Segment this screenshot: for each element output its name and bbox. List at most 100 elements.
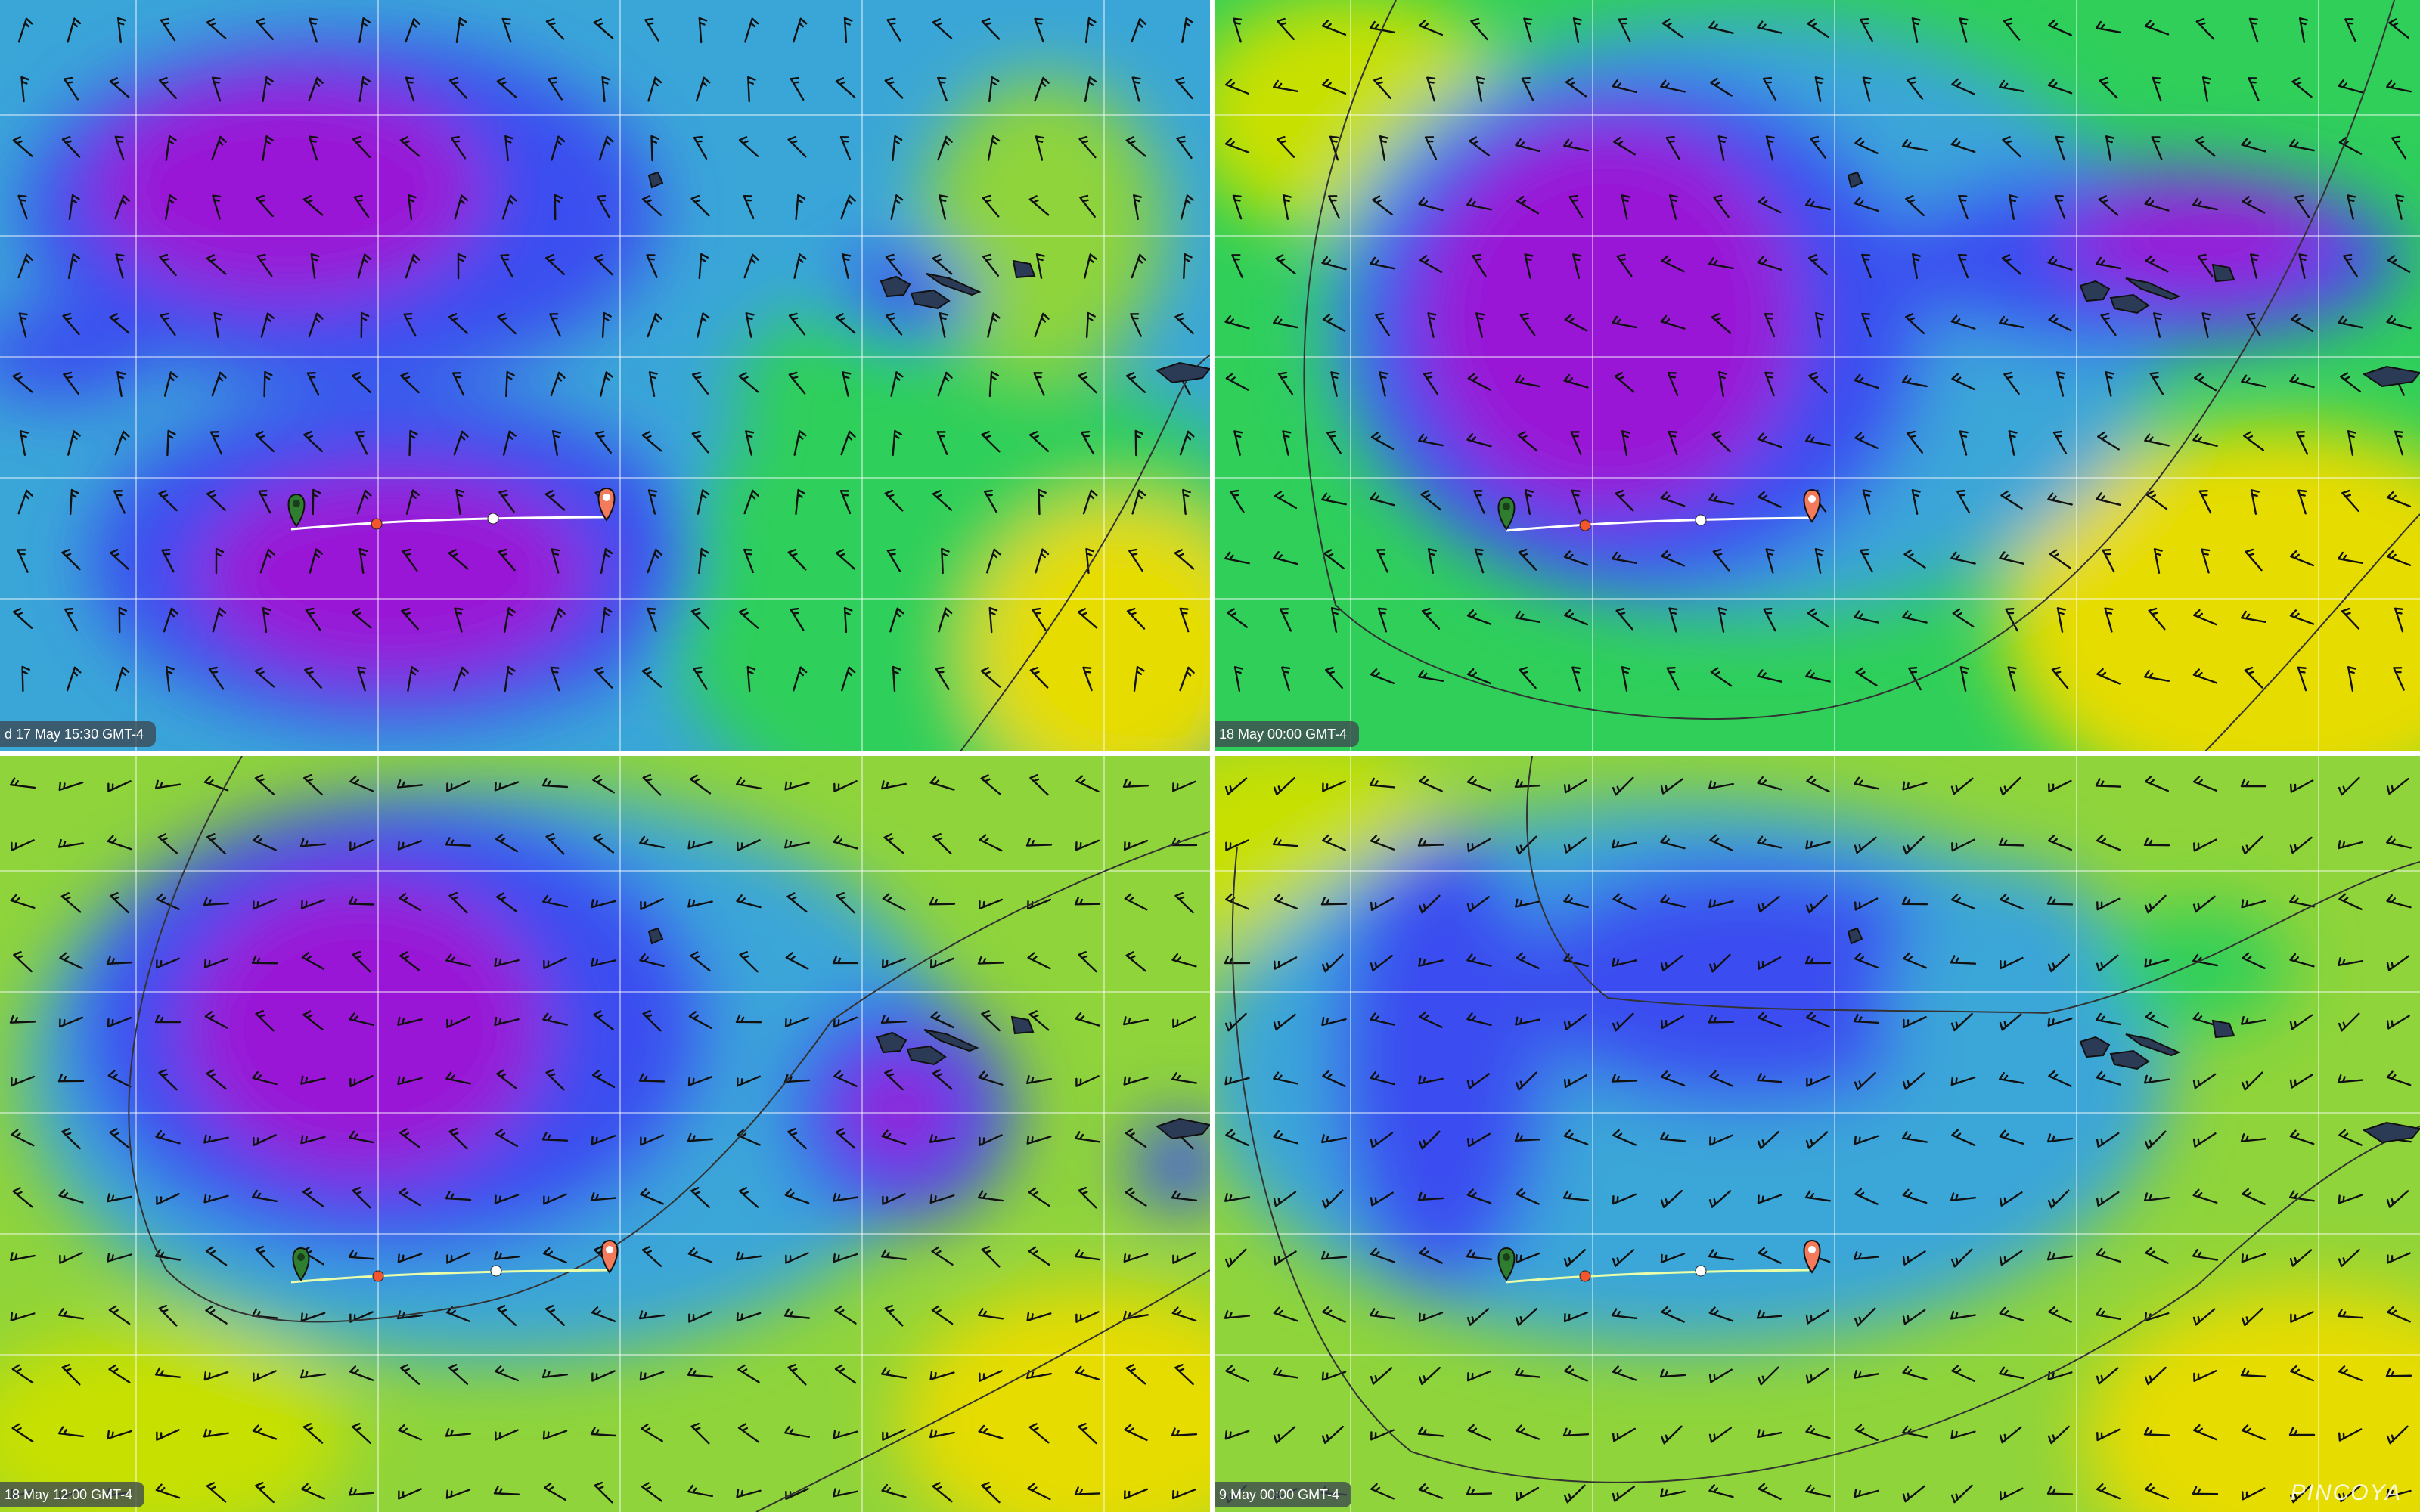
wind-barb-icon [987, 312, 1001, 338]
wind-barb-icon [600, 548, 613, 574]
wind-barb-icon [1322, 834, 1346, 851]
wind-map-1[interactable] [0, 0, 1210, 751]
wind-barb-icon [494, 1016, 520, 1027]
wind-barb-icon [736, 776, 762, 789]
wind-barb-icon [1562, 1427, 1590, 1437]
map-panel-2[interactable]: 18 May 00:00 GMT-4 [1215, 0, 2420, 751]
wind-barb-icon [1612, 839, 1637, 849]
wind-barb-icon [691, 371, 709, 395]
wind-barb-icon [1758, 1247, 1782, 1264]
wind-barb-icon [1660, 778, 1684, 795]
wind-barb-icon [1998, 837, 2025, 847]
wind-barb-icon [1757, 1366, 1779, 1386]
wind-map-4[interactable] [1215, 756, 2420, 1512]
wind-barb-icon [2194, 372, 2217, 392]
wind-barb-icon [2241, 610, 2266, 623]
wind-barb-icon [1084, 17, 1097, 44]
wind-barb-icon [1854, 197, 1879, 212]
wind-barb-icon [638, 1310, 666, 1320]
wind-barb-icon [1124, 1488, 1148, 1500]
wind-barb-icon [397, 1253, 423, 1263]
wind-barb-icon [1175, 76, 1193, 100]
wind-barb-icon [59, 1252, 83, 1264]
wind-barb-icon [57, 1426, 85, 1438]
wind-barb-icon [349, 1012, 374, 1026]
wind-barb-icon [596, 194, 611, 219]
waypoint-white [490, 1265, 502, 1277]
wind-barb-icon [1077, 608, 1098, 629]
wind-map-3[interactable] [0, 756, 1210, 1512]
wind-barb-icon [67, 430, 81, 456]
wind-barb-icon [1321, 79, 1347, 94]
wind-barb-icon [155, 1483, 181, 1499]
wind-barb-icon [1321, 20, 1347, 36]
wind-barb-icon [641, 667, 662, 688]
wind-barb-icon [2394, 430, 2404, 456]
wind-barb-icon [1612, 1365, 1637, 1381]
wind-barb-icon [1232, 194, 1243, 220]
wind-barb-icon [300, 1135, 326, 1145]
wind-barb-icon [833, 1430, 858, 1439]
wind-barb-icon [255, 1482, 275, 1504]
wind-barb-icon [1959, 17, 1969, 43]
wind-barb-icon [892, 135, 903, 162]
wind-barb-icon [1612, 551, 1637, 565]
wind-barb-icon [1074, 1486, 1101, 1495]
wind-barb-icon [1131, 17, 1146, 43]
wind-barb-icon [454, 194, 469, 220]
map-pin-orange-icon [1803, 1239, 1821, 1274]
wind-barb-icon [835, 549, 856, 570]
wind-barb-icon [1612, 893, 1637, 910]
wind-barb-icon [695, 76, 711, 102]
map-panel-1[interactable]: d 17 May 15:30 GMT-4 [0, 0, 1210, 751]
wind-barb-icon [1375, 312, 1390, 336]
wind-barb-icon [2192, 1248, 2218, 1261]
wind-barb-icon [977, 1190, 1004, 1202]
wind-barb-icon [1950, 551, 1976, 565]
wind-barb-icon [67, 253, 81, 279]
wind-barb-icon [1373, 76, 1392, 100]
wind-barb-icon [61, 135, 81, 158]
wind-barb-icon [448, 313, 469, 334]
wind-barb-icon [1764, 371, 1775, 397]
wind-barb-icon [2338, 315, 2363, 329]
wind-barb-icon [2047, 834, 2073, 851]
wind-barb-icon [988, 76, 1000, 103]
wind-barb-icon [833, 1488, 858, 1498]
wind-barb-icon [1660, 79, 1686, 93]
wind-barb-icon [446, 1016, 470, 1028]
wind-barb-icon [980, 774, 1001, 795]
map-panel-3[interactable]: 18 May 12:00 GMT-4 [0, 756, 1210, 1512]
wind-barb-icon [736, 1312, 762, 1322]
wind-barb-icon [592, 774, 615, 794]
timestamp-label: 9 May 00:00 GMT-4 [1215, 1482, 1352, 1507]
wind-barb-icon [890, 371, 904, 397]
wind-barb-icon [1854, 137, 1879, 154]
wind-barb-icon [743, 548, 754, 574]
wind-barb-icon [1564, 314, 1588, 332]
wind-barb-icon [1273, 956, 1298, 970]
wind-barb-icon [448, 1364, 469, 1385]
wind-barb-icon [495, 1128, 519, 1148]
wind-barb-icon [2105, 135, 2114, 161]
wind-barb-icon [113, 490, 126, 514]
wind-barb-icon [1524, 489, 1534, 515]
wind-barb-icon [2096, 834, 2121, 851]
wind-barb-icon [1562, 1190, 1590, 1201]
wind-barb-icon [2386, 1489, 2412, 1498]
wind-map-2[interactable] [1215, 0, 2420, 751]
map-panel-4[interactable]: 9 May 00:00 GMT-4 PINCOYA [1215, 756, 2420, 1512]
wind-barb-icon [1563, 1249, 1587, 1267]
wind-speed-field [1215, 756, 2420, 1512]
wind-barb-icon [498, 548, 516, 572]
wind-barb-icon [1660, 1425, 1683, 1445]
wind-barbs [9, 773, 1198, 1504]
wind-barb-icon [1180, 194, 1194, 220]
wind-barb-icon [66, 666, 82, 692]
wind-barb-icon [1660, 835, 1686, 850]
wind-barb-icon [1075, 1311, 1100, 1323]
wind-barb-icon [1172, 780, 1196, 792]
wind-barb-icon [1519, 666, 1537, 689]
wind-barb-icon [1668, 607, 1678, 633]
wind-barb-icon [115, 666, 130, 692]
